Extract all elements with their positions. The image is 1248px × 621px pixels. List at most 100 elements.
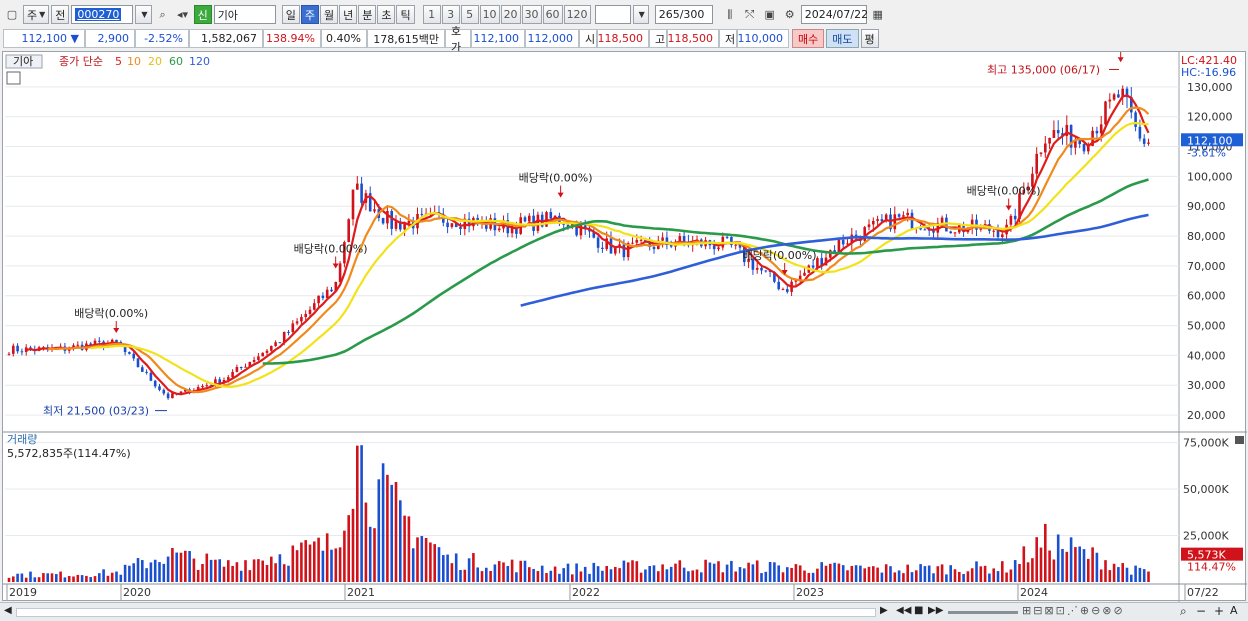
volume-bar (411, 548, 415, 582)
grid-table-icon[interactable] (6, 71, 21, 85)
volume-bar (919, 564, 922, 582)
interval-tab-120[interactable]: 120 (563, 5, 591, 24)
volume-bar (863, 568, 866, 582)
prev-button[interactable]: 전 (51, 5, 70, 24)
calendar-icon[interactable]: ▦ (872, 8, 883, 21)
interval-tabs: 1 3 5 10 20 30 60 120 (422, 5, 591, 24)
volume-bar (571, 574, 574, 582)
candle-body (523, 217, 527, 222)
period-tab-0[interactable]: 일 (281, 5, 300, 24)
scroll-track[interactable] (16, 608, 876, 617)
candle-body (1044, 143, 1047, 153)
volume-bar (489, 570, 492, 582)
period-tab-6[interactable]: 틱 (396, 5, 415, 24)
chevron-down-icon: ▼ (39, 10, 46, 19)
volume-bar (558, 573, 561, 582)
ma-legend-20: 20 (148, 55, 162, 68)
candle-body (631, 242, 634, 244)
font-size-icon[interactable]: A (1230, 604, 1238, 617)
price-tick-label: 70,000 (1187, 260, 1226, 273)
panel-menu-icon (1235, 436, 1244, 444)
window-icon[interactable]: ▢ (6, 8, 18, 21)
stock-code-input[interactable]: 000270 (71, 5, 134, 24)
candle-body (665, 237, 669, 245)
candle-body (141, 367, 144, 372)
count-field[interactable]: 265/300 (654, 5, 713, 24)
candle-body (282, 331, 286, 343)
zoom-out-icon[interactable]: − (1196, 604, 1207, 618)
stop-icon[interactable]: ■ (914, 605, 924, 616)
date-field[interactable]: 2024/07/22 (800, 5, 868, 24)
stock-name-field[interactable]: 기아 (213, 5, 276, 24)
volume-bar (265, 565, 269, 582)
interval-tab-10[interactable]: 10 (479, 5, 500, 24)
trade-amount: 178,615백만 (367, 29, 445, 48)
volume-bar (1039, 547, 1043, 582)
gear-icon[interactable]: ⚙ (784, 8, 795, 21)
scroll-left-icon[interactable]: ◀ (4, 605, 12, 616)
mode-select[interactable]: 주 ▼ (23, 5, 50, 24)
forward-icon[interactable]: ▶▶ (928, 605, 944, 616)
candle-body (287, 331, 290, 333)
interval-dropdown[interactable]: ▼ (632, 5, 649, 24)
candle-body (1009, 215, 1013, 225)
save-icon[interactable]: ▣ (764, 8, 775, 21)
interval-tab-1[interactable]: 1 (422, 5, 441, 24)
interval-tab-5[interactable]: 5 (460, 5, 479, 24)
stock-name-tag-label: 기아 (13, 55, 33, 68)
candle-body (93, 340, 97, 346)
volume-bar (403, 515, 406, 582)
period-tab-2[interactable]: 월 (319, 5, 339, 24)
rewind-icon[interactable]: ◀◀ (896, 605, 912, 616)
search-icon[interactable]: ⌕ (159, 7, 166, 21)
volume-bar (93, 576, 97, 582)
volume-bar (678, 560, 682, 582)
zoom-slider[interactable] (948, 611, 1018, 614)
eval-button[interactable]: 평 (860, 29, 879, 48)
candle-body (261, 352, 264, 357)
period-tab-5[interactable]: 초 (377, 5, 396, 24)
code-dropdown[interactable]: ▼ (135, 5, 152, 24)
volume-bar (1082, 549, 1086, 582)
scroll-right-icon[interactable]: ▶ (880, 605, 888, 616)
candle-type-icon[interactable]: ⫼ (727, 7, 733, 21)
candle-body (1018, 193, 1021, 220)
candle-body (394, 221, 398, 229)
candle-body (528, 215, 531, 222)
volume-bar (119, 574, 123, 582)
sound-icon[interactable]: ◂▾ (177, 8, 189, 21)
dividend-annotation: 배당락(0.00%) (294, 243, 368, 256)
period-tab-4[interactable]: 분 (358, 5, 377, 24)
period-tab-1[interactable]: 주 (300, 5, 319, 24)
zoom-in-icon[interactable]: + (1214, 604, 1225, 618)
stock-name-tag[interactable] (5, 54, 43, 69)
volume-bar (463, 569, 467, 582)
sell-button[interactable]: 매도 (826, 29, 859, 48)
volume-bar (897, 570, 901, 582)
candle-body (910, 212, 914, 229)
interval-tab-20[interactable]: 20 (500, 5, 521, 24)
interval-tab-30[interactable]: 30 (521, 5, 542, 24)
interval-custom-input[interactable] (594, 5, 631, 24)
volume-bar (1108, 570, 1112, 582)
buy-button[interactable]: 매수 (792, 29, 825, 48)
price-tick-label: 30,000 (1187, 379, 1226, 392)
compare-icon[interactable]: ⤲ (745, 7, 755, 21)
period-tab-3[interactable]: 년 (339, 5, 358, 24)
magnify-icon[interactable]: ⌕ (1180, 604, 1187, 618)
interval-tab-60[interactable]: 60 (542, 5, 563, 24)
candle-body (67, 348, 71, 351)
volume-bar (50, 573, 54, 582)
interval-tab-3[interactable]: 3 (441, 5, 460, 24)
volume-bar (1117, 567, 1120, 582)
volume-bar (506, 566, 510, 582)
candle-body (536, 214, 540, 231)
chart-area[interactable]: 20,000 30,000 40,000 50,000 60,000 70,000 80,0… (2, 36, 1247, 602)
price-volume-chart[interactable]: 20,000 30,000 40,000 50,000 60,000 70,000 80,0… (3, 36, 1247, 602)
volume-bar (334, 548, 338, 582)
candle-body (510, 226, 514, 234)
candle-body (248, 361, 252, 367)
drawing-tools-icon[interactable]: ⊞⊟⊠⊡⋰⊕⊖⊗⊘ (1022, 604, 1125, 617)
candle-body (407, 220, 411, 224)
